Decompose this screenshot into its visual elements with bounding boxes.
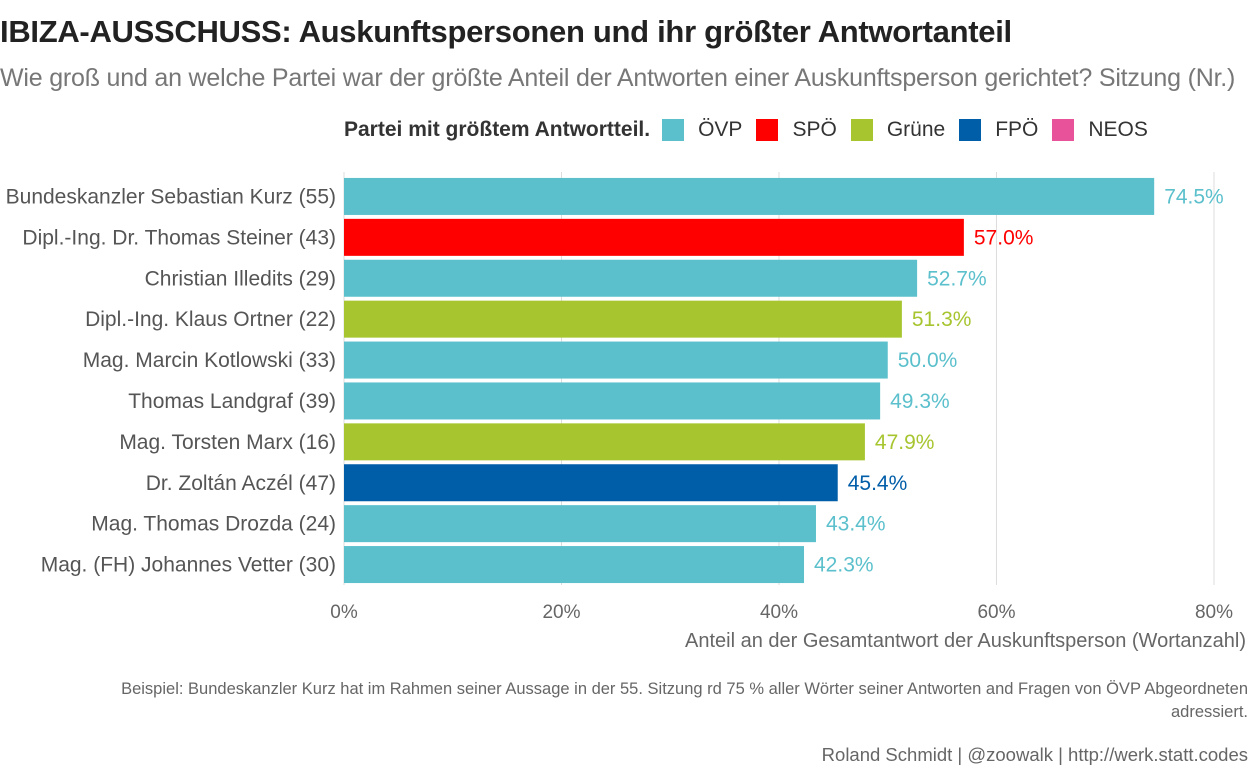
x-tick-label-2: 40% bbox=[760, 602, 798, 623]
caption: Beispiel: Bundeskanzler Kurz hat im Rahm… bbox=[121, 678, 1248, 724]
legend-swatch-gruene bbox=[850, 119, 873, 141]
value-label-1: 57.0% bbox=[974, 226, 1034, 249]
bar-1 bbox=[344, 218, 964, 256]
value-label-9: 42.3% bbox=[814, 554, 874, 577]
value-label-7: 45.4% bbox=[848, 472, 908, 495]
legend-item-gruene: Grüne bbox=[850, 118, 946, 142]
value-label-2: 52.7% bbox=[927, 267, 987, 290]
legend-item-fpoe: FPÖ bbox=[959, 118, 1038, 142]
category-label-0: Bundeskanzler Sebastian Kurz (55) bbox=[6, 185, 336, 208]
legend-label-oevp: ÖVP bbox=[698, 118, 743, 141]
bar-4 bbox=[344, 341, 888, 379]
value-label-4: 50.0% bbox=[898, 349, 958, 372]
x-tick-label-0: 0% bbox=[330, 602, 358, 623]
legend-item-neos: NEOS bbox=[1052, 118, 1148, 142]
legend-label-gruene: Grüne bbox=[886, 118, 946, 141]
legend-swatch-neos bbox=[1052, 119, 1075, 141]
legend-label-fpoe: FPÖ bbox=[995, 118, 1039, 141]
chart-subtitle: Wie groß und an welche Partei war der gr… bbox=[0, 64, 1236, 92]
bar-6 bbox=[344, 423, 865, 461]
value-label-0: 74.5% bbox=[1164, 185, 1224, 208]
legend-swatch-fpoe bbox=[959, 119, 982, 141]
value-label-8: 43.4% bbox=[826, 513, 886, 536]
bar-9 bbox=[344, 546, 805, 584]
category-label-6: Mag. Torsten Marx (16) bbox=[119, 431, 336, 454]
legend-label-neos: NEOS bbox=[1088, 118, 1148, 141]
bar-5 bbox=[344, 382, 881, 420]
bar-0 bbox=[344, 177, 1155, 215]
category-label-1: Dipl.-Ing. Dr. Thomas Steiner (43) bbox=[22, 226, 336, 249]
category-label-4: Mag. Marcin Kotlowski (33) bbox=[83, 349, 336, 372]
source-credit: Roland Schmidt | @zoowalk | http://werk.… bbox=[821, 744, 1248, 765]
legend-swatch-oevp bbox=[662, 119, 685, 141]
value-label-5: 49.3% bbox=[890, 390, 950, 413]
legend-item-oevp: ÖVP bbox=[662, 118, 742, 142]
bar-3 bbox=[344, 300, 902, 338]
legend-label-spoe: SPÖ bbox=[792, 118, 837, 141]
category-label-9: Mag. (FH) Johannes Vetter (30) bbox=[41, 554, 336, 577]
x-tick-label-4: 80% bbox=[1195, 602, 1233, 623]
bar-7 bbox=[344, 464, 838, 502]
legend-title: Partei mit größtem Antwortteil. bbox=[344, 118, 651, 141]
bar-chart: Bundeskanzler Sebastian Kurz (55) 74.5% Di… bbox=[6, 172, 1246, 652]
legend: Partei mit größtem Antwortteil. ÖVP SPÖ … bbox=[344, 116, 1162, 144]
bar-2 bbox=[344, 259, 918, 297]
legend-item-spoe: SPÖ bbox=[756, 118, 837, 142]
category-label-8: Mag. Thomas Drozda (24) bbox=[91, 513, 336, 536]
category-label-5: Thomas Landgraf (39) bbox=[128, 390, 336, 413]
x-axis-label: Anteil an der Gesamtantwort der Auskunft… bbox=[685, 630, 1246, 652]
caption-line-1: Beispiel: Bundeskanzler Kurz hat im Rahm… bbox=[121, 680, 1248, 698]
category-label-7: Dr. Zoltán Aczél (47) bbox=[146, 472, 336, 495]
category-label-2: Christian Illedits (29) bbox=[145, 267, 336, 290]
x-tick-label-1: 20% bbox=[542, 602, 580, 623]
legend-swatch-spoe bbox=[756, 119, 779, 141]
x-tick-label-3: 60% bbox=[977, 602, 1015, 623]
category-label-3: Dipl.-Ing. Klaus Ortner (22) bbox=[85, 308, 336, 331]
caption-line-2: adressiert. bbox=[1170, 703, 1248, 721]
chart-title: IBIZA-AUSSCHUSS: Auskunftspersonen und i… bbox=[0, 14, 1012, 49]
value-label-6: 47.9% bbox=[875, 431, 935, 454]
bar-8 bbox=[344, 505, 816, 543]
value-label-3: 51.3% bbox=[912, 308, 972, 331]
